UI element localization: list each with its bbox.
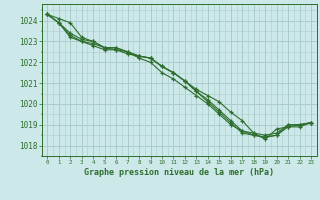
X-axis label: Graphe pression niveau de la mer (hPa): Graphe pression niveau de la mer (hPa) bbox=[84, 168, 274, 177]
